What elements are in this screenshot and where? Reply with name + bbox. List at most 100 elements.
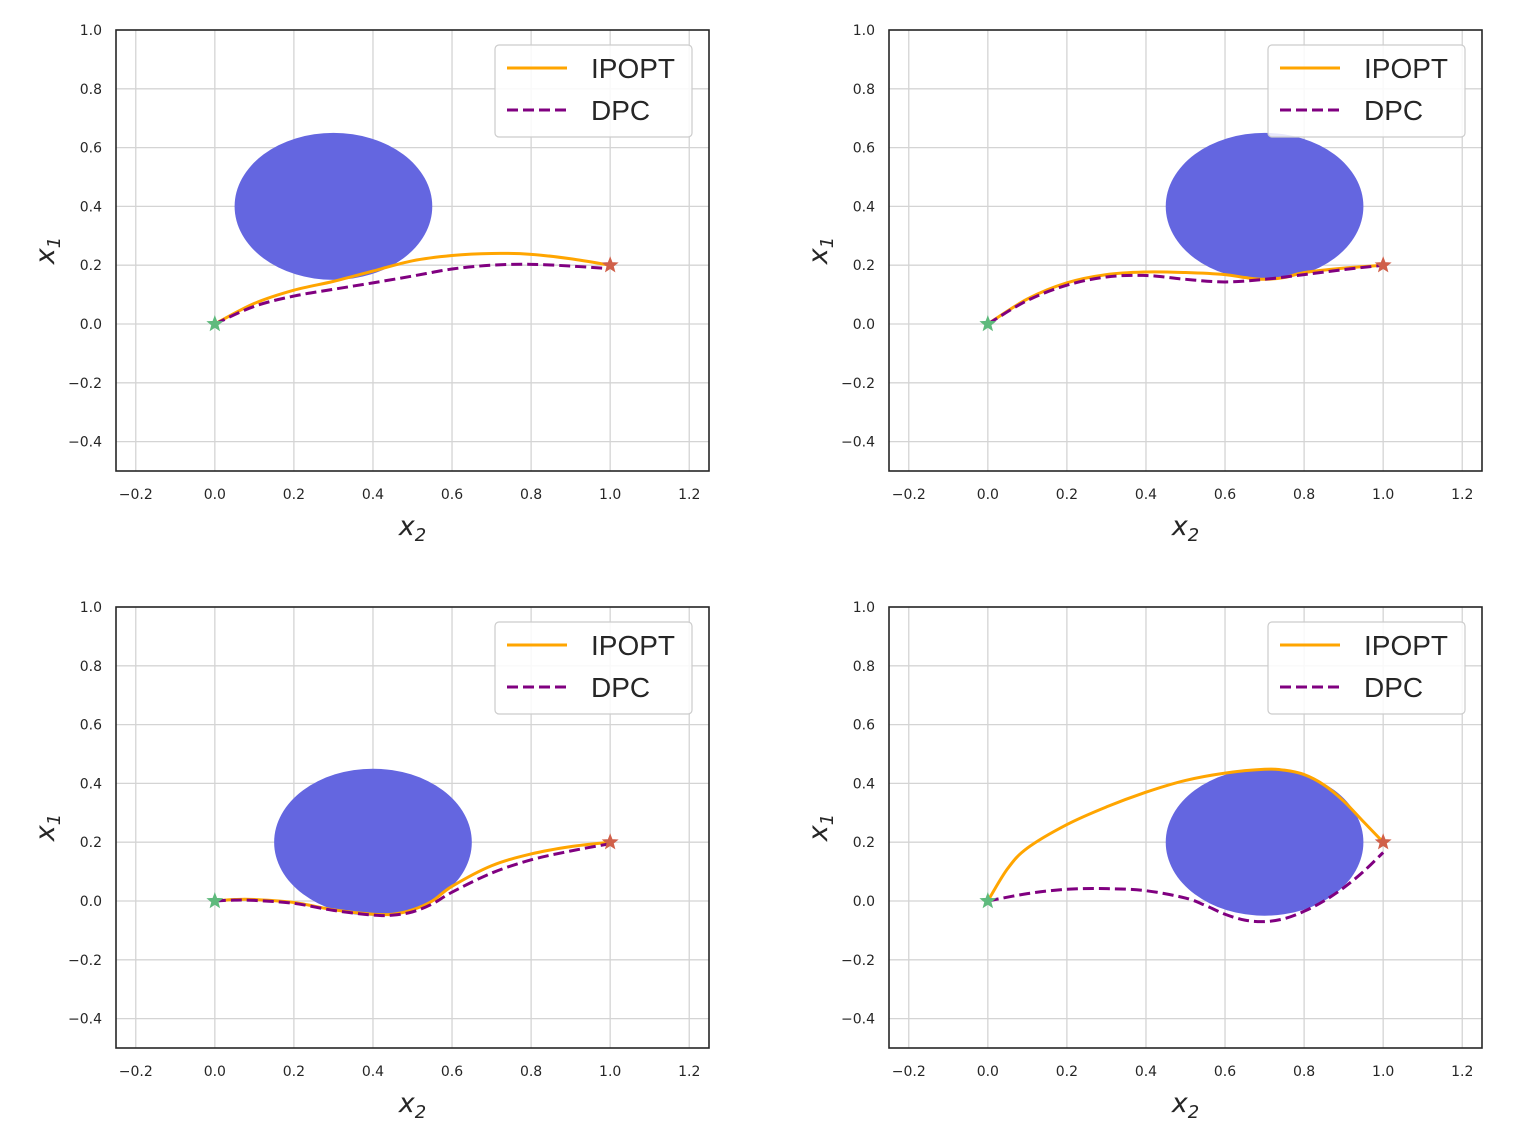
x-tick-label: 0.4	[362, 487, 384, 503]
x-tick-label: 0.8	[1293, 487, 1315, 503]
y-tick-label: 0.4	[853, 199, 875, 215]
y-tick-label: 1.0	[853, 600, 875, 616]
x-tick-label: −0.2	[892, 487, 926, 503]
goal-star-marker	[601, 833, 619, 850]
x-tick-label: 0.0	[977, 1064, 999, 1080]
legend-label-dpc: DPC	[1364, 672, 1423, 703]
y-tick-label: 0.6	[80, 141, 102, 157]
axes-frame	[888, 29, 1483, 472]
subplot-2: −0.2 0.0 0.2 0.4 0.6 0.8 1.0 1.2 −0.4 −0.2 0.0 0.2 0…	[803, 23, 1483, 546]
x-axis-label: x2	[1171, 1088, 1199, 1123]
y-tick-label: 1.0	[80, 23, 102, 39]
series-line-ipopt	[214, 251, 611, 326]
y-tick-label: −0.4	[841, 435, 875, 451]
y-tick-label: 0.8	[80, 82, 102, 98]
goal-star-marker	[601, 256, 619, 273]
legend: IPOPT DPC	[494, 621, 693, 715]
y-tick-label: 0.4	[853, 776, 875, 792]
y-tick-label: 0.2	[853, 258, 875, 274]
x-tick-label: 0.6	[1214, 487, 1236, 503]
y-tick-label: 0.0	[853, 317, 875, 333]
y-axis-label: x1	[30, 237, 65, 265]
x-tick-label: −0.2	[892, 1064, 926, 1080]
x-tick-label: 0.0	[204, 1064, 226, 1080]
y-tick-label: −0.4	[841, 1012, 875, 1028]
y-tick-label: 1.0	[853, 23, 875, 39]
x-tick-label: 1.2	[678, 487, 700, 503]
x-tick-label: 1.0	[599, 1064, 621, 1080]
y-tick-label: −0.2	[68, 376, 102, 392]
y-tick-label: −0.4	[68, 435, 102, 451]
obstacle-circle	[274, 768, 472, 916]
x-tick-label: 1.2	[678, 1064, 700, 1080]
legend: IPOPT DPC	[494, 44, 693, 138]
x-tick-label: 1.0	[599, 487, 621, 503]
y-tick-label: 0.8	[80, 659, 102, 675]
series-line-dpc	[987, 851, 1385, 924]
legend: IPOPT DPC	[1267, 44, 1466, 138]
x-axis-label: x2	[398, 511, 426, 546]
x-tick-label: 0.4	[362, 1064, 384, 1080]
y-tick-label: 0.2	[853, 835, 875, 851]
subplot-1: −0.2 0.0 0.2 0.4 0.6 0.8 1.0 1.2 −0.4 −0.2 0.0 0.2 0…	[30, 23, 710, 546]
x-tick-label: −0.2	[119, 487, 153, 503]
x-tick-label: 0.2	[1056, 487, 1078, 503]
x-tick-label: 0.8	[1293, 1064, 1315, 1080]
y-tick-label: 0.4	[80, 776, 102, 792]
axes-frame	[888, 606, 1483, 1049]
legend-label-ipopt: IPOPT	[591, 630, 675, 661]
y-tick-label: −0.2	[841, 376, 875, 392]
y-tick-label: 0.0	[80, 894, 102, 910]
goal-star-marker	[1374, 256, 1392, 273]
legend-label-dpc: DPC	[1364, 95, 1423, 126]
axes-frame	[115, 606, 710, 1049]
x-tick-label: 0.2	[283, 487, 305, 503]
start-star-marker	[206, 892, 224, 909]
legend-label-ipopt: IPOPT	[1364, 630, 1448, 661]
y-tick-label: 0.2	[80, 835, 102, 851]
x-tick-label: 1.0	[1372, 487, 1394, 503]
x-tick-label: 0.6	[441, 487, 463, 503]
legend-label-ipopt: IPOPT	[591, 53, 675, 84]
y-tick-label: −0.4	[68, 1012, 102, 1028]
x-axis-label: x2	[398, 1088, 426, 1123]
y-tick-label: 1.0	[80, 600, 102, 616]
y-tick-label: 0.6	[853, 141, 875, 157]
x-tick-label: 0.2	[1056, 1064, 1078, 1080]
x-tick-label: 0.8	[520, 487, 542, 503]
x-axis-label: x2	[1171, 511, 1199, 546]
legend-label-dpc: DPC	[591, 95, 650, 126]
y-tick-label: −0.2	[68, 953, 102, 969]
x-tick-label: 0.8	[520, 1064, 542, 1080]
x-tick-label: 0.0	[204, 487, 226, 503]
y-tick-label: 0.8	[853, 82, 875, 98]
x-tick-label: 1.0	[1372, 1064, 1394, 1080]
start-star-marker	[206, 315, 224, 332]
start-star-marker	[979, 892, 997, 909]
goal-star-marker	[1374, 833, 1392, 850]
x-tick-label: 0.0	[977, 487, 999, 503]
start-star-marker	[979, 315, 997, 332]
series-line-dpc	[987, 263, 1384, 326]
series-line-ipopt	[987, 263, 1384, 326]
legend: IPOPT DPC	[1267, 621, 1466, 715]
legend-label-ipopt: IPOPT	[1364, 53, 1448, 84]
series-line-dpc	[214, 842, 611, 918]
obstacle-circle	[1165, 132, 1364, 280]
subplot-3: −0.2 0.0 0.2 0.4 0.6 0.8 1.0 1.2 −0.4 −0.2 0.0 0.2 0…	[30, 600, 710, 1123]
series-line-ipopt	[986, 767, 1385, 902]
x-tick-label: 0.4	[1135, 487, 1157, 503]
y-tick-label: 0.4	[80, 199, 102, 215]
x-tick-label: 1.2	[1451, 1064, 1473, 1080]
legend-label-dpc: DPC	[591, 672, 650, 703]
series-line-dpc	[214, 262, 603, 326]
y-tick-label: 0.6	[853, 718, 875, 734]
y-tick-label: 0.2	[80, 258, 102, 274]
obstacle-circle	[1165, 768, 1364, 916]
x-tick-label: 0.6	[1214, 1064, 1236, 1080]
subplot-4: −0.2 0.0 0.2 0.4 0.6 0.8 1.0 1.2 −0.4 −0.2 0.0 0.2 0…	[803, 600, 1483, 1123]
x-tick-label: 0.6	[441, 1064, 463, 1080]
y-tick-label: 0.6	[80, 718, 102, 734]
x-tick-label: −0.2	[119, 1064, 153, 1080]
